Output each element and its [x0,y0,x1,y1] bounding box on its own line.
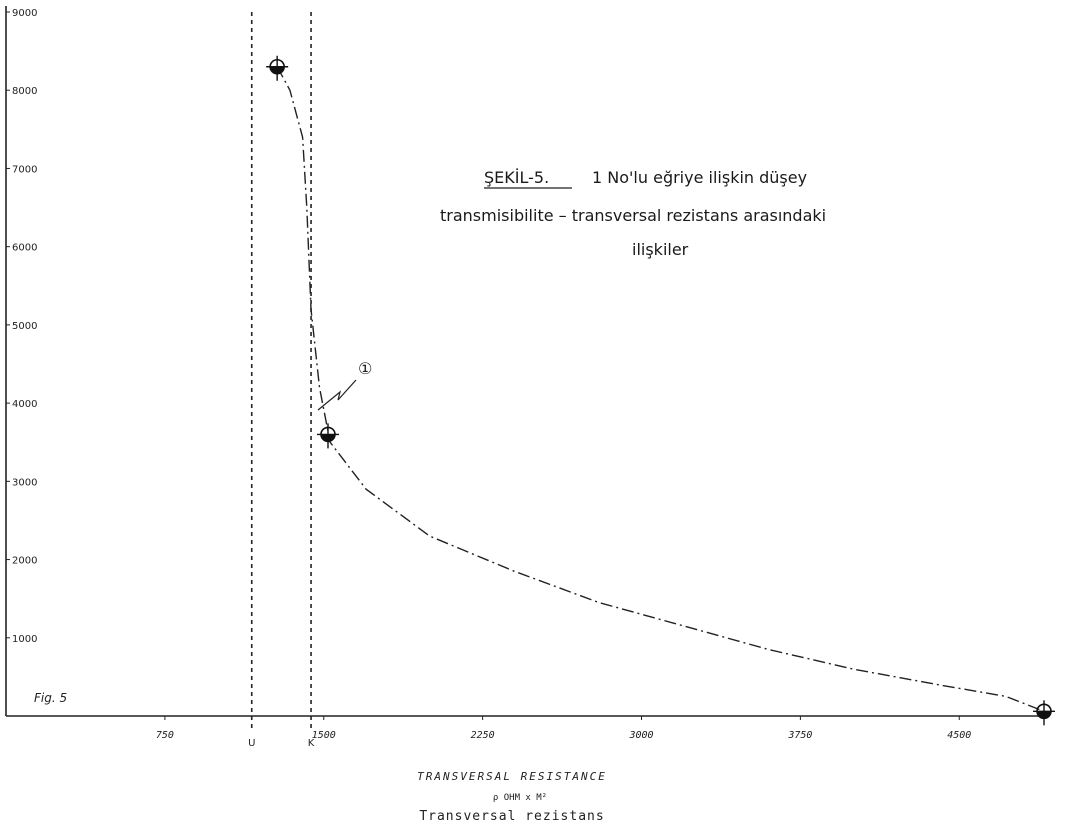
y-tick-label: 3000 [12,477,37,488]
data-point-marker [266,55,289,81]
y-tick-label: 6000 [12,243,37,254]
chart-title-line2: transmisibilite – transversal rezistans … [440,206,826,225]
curve-number-leader [317,379,357,411]
x-axis-label-line3: Transversal rezistans [419,809,604,824]
y-tick-label: 8000 [12,86,37,97]
y-tick-label: 1000 [12,634,37,645]
chart-title-line3: ilişkiler [632,240,689,259]
x-tick-label: 4500 [947,730,971,741]
data-point-marker [316,423,339,449]
reference-line-label: U [248,738,255,749]
y-tick-label: 4000 [12,399,37,410]
y-tick-label: 7000 [12,164,37,175]
y-tick-label: 5000 [12,321,37,332]
reference-line-label: K [308,738,315,749]
chart-title-heading: ŞEKİL-5. [484,168,549,187]
y-tick-label: 2000 [12,556,37,567]
series-line [276,66,1045,712]
x-axis-label-line1: TRANSVERSAL RESISTANCE [417,770,607,783]
x-tick-label: 3000 [628,730,653,741]
x-axis-label-line2: ρ OHM x M² [493,793,547,803]
chart-title-line1: 1 No'lu eğriye ilişkin düşey [592,168,807,187]
data-point-marker [1033,700,1055,726]
axes: 1000 2000 3000 4000 5000 6000 7000 8000 9000 750 1… [5,6,1044,741]
series [266,55,1055,726]
x-tick-label: 750 [156,730,174,741]
fig-label: Fig. 5 [34,691,67,705]
x-tick-label: 1500 [312,730,336,741]
curve-number-label: ① [358,359,372,378]
labels: Fig. 5 ŞEKİL-5. 1 No'lu eğriye ilişkin d… [34,168,826,824]
x-tick-label: 3750 [787,730,812,741]
x-tick-label: 2250 [471,730,495,741]
y-tick-label: 9000 [12,8,37,19]
